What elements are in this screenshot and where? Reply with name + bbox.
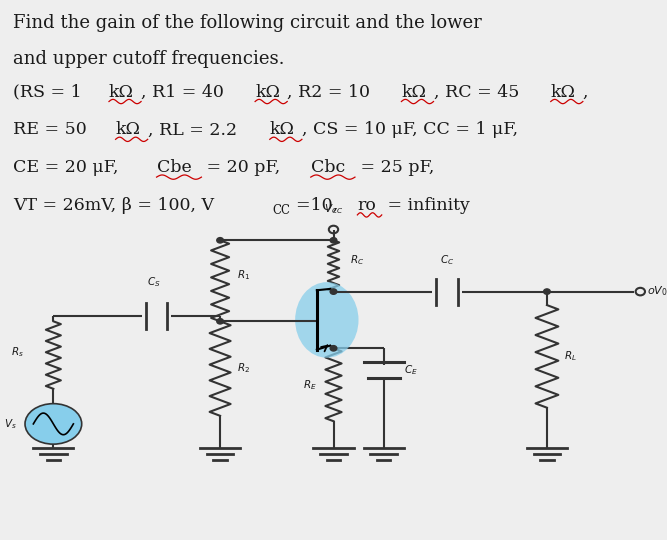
Circle shape [330,346,337,351]
Text: , CS = 10 μF, CC = 1 μF,: , CS = 10 μF, CC = 1 μF, [302,122,518,138]
Text: $C_C$: $C_C$ [440,253,454,267]
Text: $R_2$: $R_2$ [237,362,250,375]
Text: , R2 = 10: , R2 = 10 [287,84,376,100]
Text: = 20 pF,: = 20 pF, [201,159,286,176]
Ellipse shape [295,282,359,358]
Text: $R_L$: $R_L$ [564,349,576,363]
Circle shape [330,289,337,294]
Text: Cbc: Cbc [311,159,345,176]
Text: ro: ro [358,197,376,214]
Text: ,: , [583,84,588,100]
Text: kΩ: kΩ [269,122,295,138]
Text: and upper cutoff frequencies.: and upper cutoff frequencies. [13,50,285,68]
Text: $C_E$: $C_E$ [404,363,418,377]
Text: = infinity: = infinity [382,197,470,214]
Text: $V_{CC}$: $V_{CC}$ [324,202,343,216]
Circle shape [544,289,550,294]
Text: CC: CC [273,204,291,217]
Text: Find the gain of the following circuit and the lower: Find the gain of the following circuit a… [13,14,482,31]
Text: = 25 pF,: = 25 pF, [355,159,434,176]
Text: kΩ: kΩ [109,84,134,100]
Text: $V_s$: $V_s$ [4,417,17,431]
Text: =10,: =10, [296,197,344,214]
Text: $R_E$: $R_E$ [303,378,317,392]
Text: (RS = 1: (RS = 1 [13,84,87,100]
Text: VT = 26mV, β = 100, V: VT = 26mV, β = 100, V [13,197,214,214]
Text: $R_C$: $R_C$ [350,254,364,267]
Text: , RC = 45: , RC = 45 [434,84,524,100]
Text: , RL = 2.2: , RL = 2.2 [147,122,242,138]
Circle shape [217,238,223,243]
Ellipse shape [25,404,82,444]
Text: , R1 = 40: , R1 = 40 [141,84,229,100]
Circle shape [330,238,337,243]
Text: $C_S$: $C_S$ [147,275,160,289]
Text: kΩ: kΩ [115,122,141,138]
Text: kΩ: kΩ [551,84,576,100]
Text: $R_1$: $R_1$ [237,268,250,282]
Text: $R_s$: $R_s$ [11,346,23,359]
Text: $oV_0$: $oV_0$ [647,285,667,299]
Text: kΩ: kΩ [255,84,280,100]
Text: kΩ: kΩ [402,84,426,100]
Text: RE = 50: RE = 50 [13,122,93,138]
Circle shape [217,319,223,324]
Text: CE = 20 μF,: CE = 20 μF, [13,159,124,176]
Text: Cbe: Cbe [157,159,191,176]
